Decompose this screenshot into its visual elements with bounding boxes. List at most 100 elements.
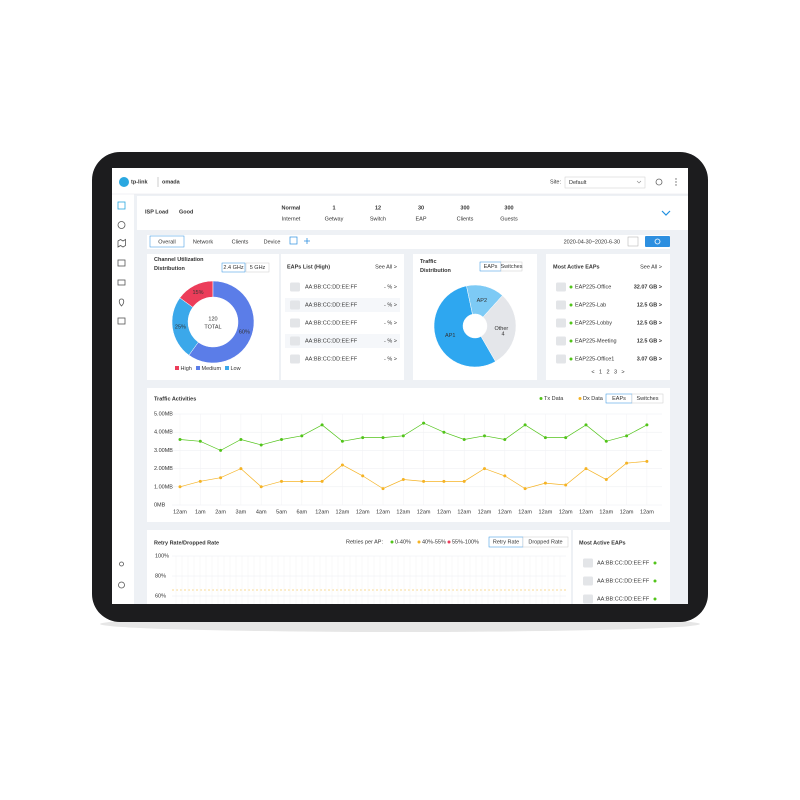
add-icon[interactable] <box>304 238 310 244</box>
device-icon <box>290 336 300 346</box>
eap-value[interactable]: 3.07 GB > <box>637 356 662 362</box>
x-tick-label: 12am <box>457 509 471 515</box>
isp-panel <box>137 196 688 230</box>
donut-slice <box>480 295 517 362</box>
row-value[interactable]: - % > <box>384 320 397 326</box>
device-icon <box>556 300 566 310</box>
legend-swatch <box>225 366 229 370</box>
device-icon <box>556 318 566 328</box>
tab-label[interactable]: Switches <box>636 396 658 402</box>
row-value[interactable]: - % > <box>384 284 397 290</box>
edit-icon[interactable] <box>289 236 298 245</box>
stat-value: 300 <box>504 205 513 211</box>
tab[interactable]: Network <box>193 239 213 245</box>
device-icon <box>290 318 300 328</box>
mac: AA:BB:CC:DD:EE:FF <box>597 578 650 584</box>
status-dot <box>569 357 573 361</box>
x-tick-label: 12am <box>396 509 410 515</box>
row-value[interactable]: - % > <box>384 356 397 362</box>
status-dot <box>569 339 573 343</box>
site-dropdown[interactable] <box>564 176 646 189</box>
tab[interactable]: Clients <box>232 239 249 245</box>
site-label: Site: <box>550 179 561 185</box>
tab-button[interactable] <box>631 393 664 404</box>
search-icon[interactable] <box>655 178 663 186</box>
stat-value: 30 <box>418 205 424 211</box>
tab-label[interactable]: Switches <box>500 264 522 270</box>
tab-label[interactable]: Retry Rate <box>493 539 519 545</box>
tab[interactable]: Device <box>264 239 281 245</box>
more-icon[interactable] <box>675 178 677 186</box>
x-tick-label: 12am <box>620 509 634 515</box>
legend-label: Dx Data <box>583 396 604 402</box>
tab-label[interactable]: EAPs <box>612 396 626 402</box>
tab-label[interactable]: EAPs <box>484 264 498 270</box>
card-title: Most Active EAPs <box>553 264 600 270</box>
point <box>381 487 385 491</box>
point <box>604 478 608 482</box>
point <box>178 485 182 489</box>
legend-dot <box>417 540 421 544</box>
row-value[interactable]: - % > <box>384 302 397 308</box>
row-value[interactable]: - % > <box>384 338 397 344</box>
see-all[interactable]: See All > <box>640 264 662 270</box>
band-tab[interactable] <box>221 262 246 273</box>
point <box>239 467 243 471</box>
slice-label: 25% <box>175 325 186 331</box>
tab-button[interactable] <box>522 536 569 548</box>
page-link[interactable]: < <box>591 369 594 375</box>
card-title: Traffic Activities <box>154 396 196 402</box>
stat-value: 12 <box>375 205 381 211</box>
donut-center-value: 120 <box>208 316 217 322</box>
device-icon <box>290 354 300 364</box>
brand: tp-link <box>131 179 148 185</box>
legend-label: High <box>181 366 192 372</box>
tab[interactable]: Overall <box>158 239 175 245</box>
card-title: Channel Utilization Distribution <box>154 257 204 272</box>
x-tick-label: 12am <box>539 509 553 515</box>
nav-icons[interactable] <box>117 201 126 589</box>
legend-label: 40%-55% <box>422 539 446 545</box>
x-tick-label: 12am <box>599 509 613 515</box>
device-icon <box>556 282 566 292</box>
settings-button[interactable] <box>645 236 670 247</box>
eap-value[interactable]: 12.5 GB > <box>637 320 662 326</box>
band-tab[interactable] <box>245 262 270 273</box>
band-label[interactable]: 2.4 GHz <box>223 265 243 271</box>
mac: AA:BB:CC:DD:EE:FF <box>305 284 358 290</box>
sidebar <box>112 194 134 604</box>
tab-button[interactable] <box>500 261 523 272</box>
point <box>340 439 344 443</box>
point <box>462 437 466 441</box>
page-link[interactable]: 2 <box>606 369 609 375</box>
page-link[interactable]: > <box>621 369 624 375</box>
eap-value[interactable]: 12.5 GB > <box>637 338 662 344</box>
point <box>219 476 223 480</box>
x-tick-label: 12am <box>376 509 390 515</box>
x-tick-label: 12am <box>518 509 532 515</box>
x-tick-label: 5am <box>276 509 287 515</box>
card-title: Retry Rate/Dropped Rate <box>154 540 219 546</box>
page-link[interactable]: 1 <box>599 369 602 375</box>
y-tick-label: 4.00MB <box>154 430 173 436</box>
calendar-icon[interactable] <box>627 236 639 247</box>
point <box>361 474 365 478</box>
see-all[interactable]: See All > <box>375 264 397 270</box>
tab-label[interactable]: Dropped Rate <box>528 539 562 545</box>
eap-value[interactable]: 32.07 GB > <box>634 284 662 290</box>
device-icon <box>583 558 593 568</box>
expand-chevron[interactable] <box>661 210 671 216</box>
x-tick-label: 6am <box>296 509 307 515</box>
line <box>179 422 648 451</box>
donut-slice <box>171 297 199 356</box>
point <box>543 436 547 440</box>
point <box>543 481 547 485</box>
point <box>625 434 629 438</box>
tab-active[interactable] <box>149 235 185 248</box>
point <box>483 467 486 471</box>
page-link[interactable]: 3 <box>614 369 617 375</box>
eap-value[interactable]: 12.5 GB > <box>637 302 662 308</box>
band-label[interactable]: 5 GHz <box>250 265 266 271</box>
card-title: Most Active EAPs <box>579 540 626 546</box>
point <box>320 479 324 483</box>
